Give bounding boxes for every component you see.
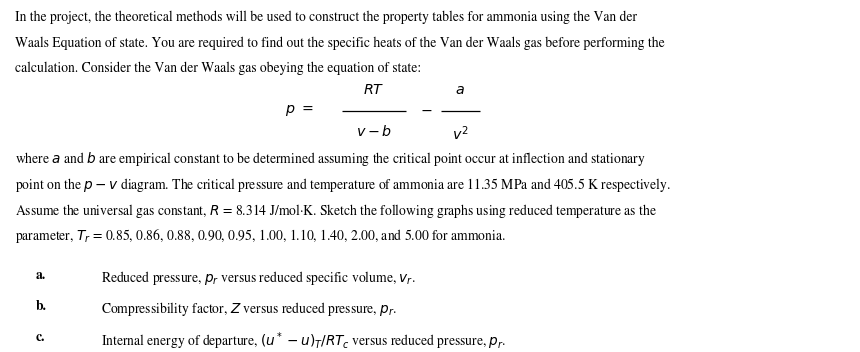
Text: In the project, the theoretical methods will be used to construct the property t: In the project, the theoretical methods …: [15, 11, 637, 24]
Text: where $a$ and $b$ are empirical constant to be determined assuming the critical : where $a$ and $b$ are empirical constant…: [15, 150, 647, 168]
Text: Internal energy of departure, $(u^* - u)_T/RT_c$ versus reduced pressure, $p_r$.: Internal energy of departure, $(u^* - u)…: [101, 331, 507, 352]
Text: Waals Equation of state. You are required to find out the specific heats of the : Waals Equation of state. You are require…: [15, 36, 666, 50]
Text: Compressibility factor, $Z$ versus reduced pressure, $p_r$.: Compressibility factor, $Z$ versus reduc…: [101, 300, 397, 318]
Text: c.: c.: [36, 331, 46, 344]
Text: $-$: $-$: [421, 104, 433, 117]
Text: $v^2$: $v^2$: [452, 124, 469, 143]
Text: point on the $p - v$ diagram. The critical pressure and temperature of ammonia a: point on the $p - v$ diagram. The critic…: [15, 176, 672, 194]
Text: calculation. Consider the Van der Waals gas obeying the equation of state:: calculation. Consider the Van der Waals …: [15, 62, 421, 75]
Text: $p\ =\ $: $p\ =\ $: [285, 103, 314, 118]
Text: b.: b.: [36, 300, 47, 313]
Text: $v - b$: $v - b$: [356, 124, 392, 139]
Text: parameter, $T_r$ = 0.85, 0.86, 0.88, 0.90, 0.95, 1.00, 1.10, 1.40, 2.00, and 5.0: parameter, $T_r$ = 0.85, 0.86, 0.88, 0.9…: [15, 227, 507, 245]
Text: $a$: $a$: [455, 84, 465, 97]
Text: Assume the universal gas constant, $R$ = 8.314 J/mol·K. Sketch the following gra: Assume the universal gas constant, $R$ =…: [15, 202, 658, 220]
Text: $RT$: $RT$: [363, 83, 385, 97]
Text: a.: a.: [36, 269, 46, 282]
Text: Reduced pressure, $p_r$ versus reduced specific volume, $v_r$.: Reduced pressure, $p_r$ versus reduced s…: [101, 269, 416, 287]
